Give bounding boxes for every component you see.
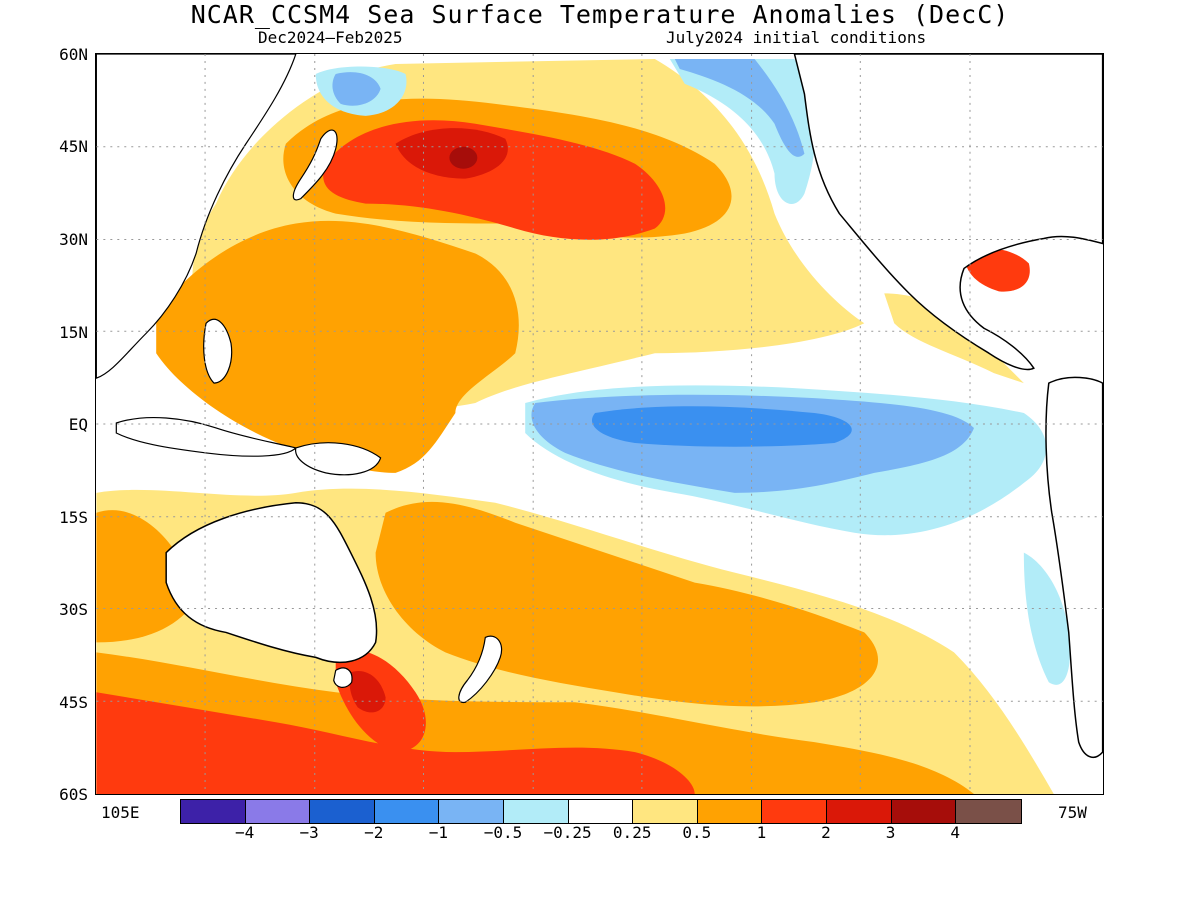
colorbar-label: −0.5 — [483, 823, 523, 842]
colorbar-label: 2 — [821, 823, 831, 842]
colorbar-swatch — [374, 800, 440, 823]
cool-anomaly-alaska-core — [674, 58, 805, 157]
colorbar-label: 1 — [756, 823, 767, 842]
marine-heatwave-core-tasman — [349, 671, 386, 713]
lat-label-45n: 45N — [59, 137, 88, 156]
colorbar-swatch — [504, 800, 569, 823]
tasmania-landmass — [333, 667, 353, 688]
colorbar-label: −1 — [428, 823, 449, 842]
colorbar-swatch — [762, 800, 827, 823]
colorbar-swatch — [697, 800, 763, 823]
japan-landmass — [292, 129, 338, 201]
colorbar-swatch — [181, 800, 246, 823]
colorbar-label: −0.25 — [543, 823, 592, 842]
asia-landmass — [96, 54, 297, 379]
lat-label-45s: 45S — [59, 693, 88, 712]
colorbar-swatch — [891, 800, 957, 823]
colorbar-label: −3 — [299, 823, 319, 842]
lon-label-105e: 105E — [101, 803, 140, 822]
new-guinea-landmass — [295, 442, 382, 476]
cool-anomaly-peru-coast — [1023, 552, 1071, 685]
lat-label-60n: 60N — [59, 45, 88, 64]
colorbar-label: −2 — [364, 823, 384, 842]
lat-label-15n: 15N — [59, 323, 88, 342]
colorbar-swatch — [827, 800, 892, 823]
warm-anomaly-southern-ocean-red — [96, 692, 695, 794]
colorbar-swatch — [956, 800, 1021, 823]
lon-label-75w: 75W — [1058, 803, 1087, 822]
cool-anomaly-equatorial-core — [591, 406, 852, 447]
warm-anomaly-indian-ocean-orange — [96, 510, 187, 643]
lat-label-60s: 60S — [59, 785, 88, 804]
lat-label-15s: 15S — [59, 508, 88, 527]
colorbar-swatch — [439, 800, 504, 823]
south-america-landmass — [1045, 376, 1103, 759]
lat-label-30n: 30N — [59, 230, 88, 249]
graticule — [96, 54, 1103, 794]
colorbar-swatch — [245, 800, 311, 823]
chart-title: NCAR_CCSM4 Sea Surface Temperature Anoma… — [190, 0, 1010, 29]
cool-anomaly-bering-core — [332, 72, 381, 106]
colorbar-label: −4 — [234, 823, 255, 842]
north-america-landmass — [793, 54, 1103, 371]
colorbar-label: 0.5 — [682, 823, 712, 842]
lat-label-eq: EQ — [68, 415, 88, 434]
sst-anomaly-map — [95, 53, 1104, 795]
colorbar-label: 4 — [950, 823, 960, 842]
colorbar-label: 0.25 — [612, 823, 652, 842]
warm-anomaly-gulf-of-mexico — [964, 248, 1030, 292]
colorbar-swatch — [568, 800, 634, 823]
initial-conditions-subtitle: July2024 initial conditions — [666, 28, 927, 47]
philippines-landmass — [203, 318, 233, 384]
warm-anomaly-mexico-coast — [884, 293, 1024, 384]
australia-landmass — [165, 502, 378, 664]
warm-anomaly-west-pacific — [156, 220, 519, 473]
colorbar — [180, 799, 1022, 824]
colorbar-swatch — [633, 800, 698, 823]
marine-heatwave-peak — [449, 146, 478, 169]
new-zealand-landmass — [458, 635, 503, 703]
lat-label-30s: 30S — [59, 600, 88, 619]
period-subtitle: Dec2024–Feb2025 — [258, 28, 403, 47]
colorbar-swatch — [310, 800, 375, 823]
colorbar-label: 3 — [885, 823, 896, 842]
